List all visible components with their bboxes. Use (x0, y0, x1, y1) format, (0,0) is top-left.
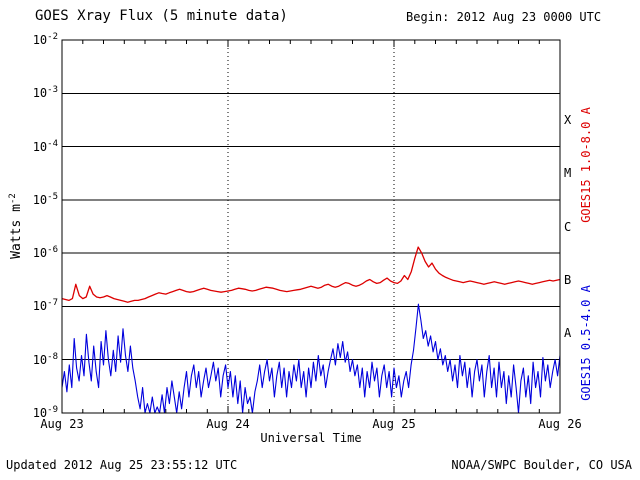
y-tick-label: 10-4 (32, 138, 58, 154)
plot-border (61, 39, 561, 414)
x-tick-label: Aug 26 (538, 417, 582, 431)
flare-class-label-x: X (564, 112, 572, 127)
y-tick-label: 10-2 (32, 32, 58, 47)
series-goes15-short (61, 303, 561, 414)
right-axis-label-short-channel: GOES15 0.5-4.0 A (579, 285, 593, 401)
y-tick-label: 10-8 (32, 351, 58, 367)
y-tick-label: 10-6 (32, 245, 58, 261)
x-tick-label: Aug 25 (372, 417, 416, 431)
chart-title: GOES Xray Flux (5 minute data) (35, 8, 288, 24)
y-tick-label: 10-5 (32, 191, 58, 207)
flare-class-label-m: M (564, 166, 572, 181)
x-tick-label: Aug 24 (206, 417, 250, 431)
y-tick-label: 10-9 (32, 405, 58, 420)
right-axis-label-long-channel: GOES15 1.0-8.0 A (579, 107, 593, 223)
y-tick-label: 10-3 (32, 85, 58, 101)
y-tick-label: 10-7 (32, 298, 58, 314)
flare-class-label-c: C (564, 219, 572, 234)
x-axis-title: Universal Time (260, 431, 362, 445)
footer-source: NOAA/SWPC Boulder, CO USA (451, 458, 632, 472)
y-axis-title-exponent: -2 (7, 193, 18, 205)
flare-class-label-b: B (564, 272, 572, 287)
begin-timestamp: Begin: 2012 Aug 23 0000 UTC (406, 10, 602, 24)
series-goes15-long (61, 246, 561, 303)
footer-updated: Updated 2012 Aug 25 23:55:12 UTC (6, 458, 238, 472)
x-tick-label: Aug 23 (40, 417, 84, 431)
flare-class-label-a: A (564, 326, 572, 341)
